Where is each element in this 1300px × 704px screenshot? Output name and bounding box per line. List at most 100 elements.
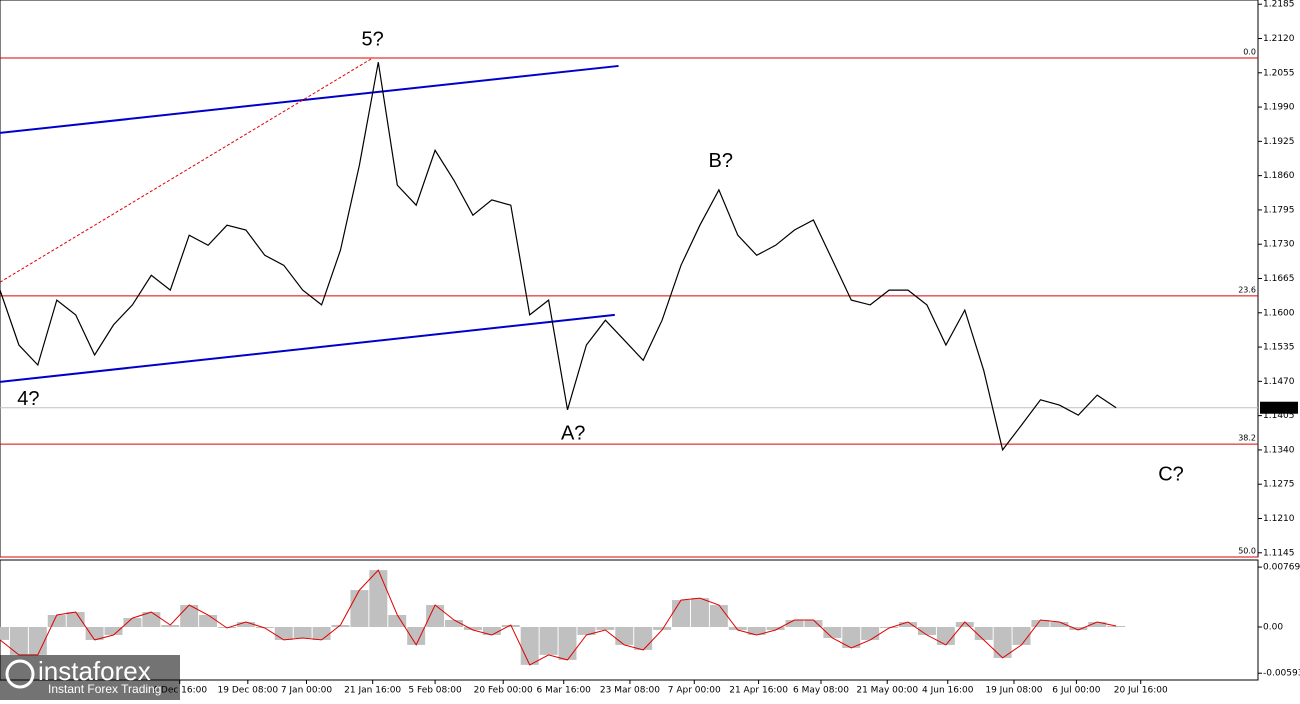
oscillator-bar: [842, 627, 861, 648]
oscillator-bar: [974, 627, 993, 640]
y-tick-label: 1.1210: [1263, 514, 1295, 524]
x-tick-label: 19 Jun 08:00: [985, 686, 1042, 696]
y-tick-label: 1.1925: [1263, 137, 1295, 147]
oscillator-bar: [407, 627, 426, 645]
oscillator-bar: [917, 627, 936, 635]
oscillator-bar: [9, 627, 28, 655]
oscillator-bar: [520, 627, 539, 665]
oscillator-bar: [85, 627, 104, 640]
oscillator-bar: [331, 624, 350, 628]
oscillator-bar: [539, 627, 558, 655]
price-panel: [0, 0, 1259, 558]
brand-tagline: Instant Forex Trading: [48, 682, 161, 696]
oscillator-bar: [899, 622, 918, 628]
x-tick-label: 7 Apr 00:00: [668, 686, 721, 696]
oscillator-bar: [104, 627, 123, 635]
oscillator-bar: [236, 622, 255, 628]
oscillator-bar: [274, 627, 293, 640]
oscillator-bar: [123, 618, 142, 628]
oscillator-bar: [445, 620, 464, 628]
x-tick-label: 20 Feb 00:00: [474, 686, 533, 696]
oscillator-bar: [766, 627, 785, 630]
oscillator-bar: [369, 570, 388, 628]
oscillator-bar: [709, 605, 728, 628]
y-tick-label: 1.1860: [1263, 171, 1295, 181]
oscillator-bar: [66, 612, 85, 628]
y-tick-label: 1.1665: [1263, 274, 1295, 284]
x-tick-label: 4 Jun 16:00: [922, 686, 974, 696]
oscillator-bar: [482, 627, 501, 635]
oscillator-bar: [180, 605, 199, 628]
oscillator-bar: [1031, 620, 1050, 628]
oscillator-bar: [199, 615, 218, 628]
y-tick-label: 1.1275: [1263, 480, 1295, 490]
oscillator-bar: [804, 620, 823, 628]
oscillator-bar: [0, 627, 9, 640]
logo-icon: [5, 659, 35, 689]
x-tick-label: 19 Dec 08:00: [218, 686, 279, 696]
x-tick-label: 21 Jan 16:00: [344, 686, 401, 696]
wave-label: 4?: [17, 388, 39, 410]
x-tick-label: 6 May 08:00: [793, 686, 849, 696]
oscillator-bar: [672, 600, 691, 628]
wave-label: B?: [709, 150, 733, 172]
oscillator-bar: [463, 627, 482, 630]
y-tick-label: 1.1990: [1263, 103, 1295, 113]
y-tick-label: 1.1730: [1263, 240, 1295, 250]
oscillator-bar: [1088, 622, 1107, 628]
y-tick-label: 1.2120: [1263, 34, 1295, 44]
oscillator-bar: [747, 627, 766, 635]
y-tick-label: 1.1405: [1263, 411, 1295, 421]
y-tick-label: 1.1470: [1263, 377, 1295, 387]
y-tick-label: 1.2055: [1263, 68, 1295, 78]
oscillator-bar: [690, 598, 709, 628]
oscillator-bar: [312, 627, 331, 640]
y-tick-label: 1.1145: [1263, 548, 1295, 558]
oscillator-bar: [142, 612, 161, 628]
x-tick-label: 6 Jul 00:00: [1052, 686, 1101, 696]
last-price-box: [1260, 401, 1298, 414]
y-tick-label: 0.00769: [1263, 563, 1300, 573]
oscillator-bar: [861, 627, 880, 640]
oscillator-bar: [823, 627, 842, 638]
x-tick-label: 23 Mar 08:00: [600, 686, 660, 696]
oscillator-bar: [955, 622, 974, 628]
oscillator-bar: [558, 627, 577, 660]
oscillator-bar: [1050, 622, 1069, 628]
trend-line: [0, 64, 619, 134]
oscillator-bar: [293, 627, 312, 638]
wave-label: 5?: [362, 28, 384, 50]
fib-level-label: 23.6: [1238, 285, 1256, 294]
logo: instaforex Instant Forex Trading: [0, 655, 180, 700]
oscillator-bar: [1012, 627, 1031, 645]
oscillator-bar: [161, 624, 180, 628]
oscillator-bar: [993, 627, 1012, 658]
last-price-label: 1.1420: [1263, 403, 1295, 413]
oscillator-bar: [615, 627, 634, 645]
signal-line: [0, 569, 1117, 666]
oscillator-bar: [28, 627, 47, 655]
x-tick-label: 21 Apr 16:00: [729, 686, 788, 696]
y-tick-label: 1.1535: [1263, 343, 1295, 353]
oscillator-bar: [728, 627, 747, 630]
trend-line: [0, 57, 373, 283]
oscillator-bar: [634, 627, 653, 650]
y-tick-label: 1.1600: [1263, 308, 1295, 318]
oscillator-bar: [1107, 626, 1126, 628]
x-tick-label: 5 Feb 08:00: [408, 686, 462, 696]
fib-level-label: 50.0: [1238, 547, 1256, 556]
trend-line: [0, 313, 615, 383]
fib-level-label: 38.2: [1238, 434, 1256, 443]
x-tick-label: 21 May 00:00: [856, 686, 918, 696]
x-tick-label: 20 Jul 16:00: [1114, 686, 1168, 696]
fib-level-label: 0.0: [1243, 48, 1256, 57]
oscillator-bar: [350, 590, 369, 628]
oscillator-bar: [47, 615, 66, 628]
oscillator-bar: [653, 627, 672, 630]
y-tick-label: -0.00593: [1263, 669, 1300, 679]
oscillator-bar: [426, 605, 445, 628]
oscillator-bar: [1069, 627, 1088, 630]
wave-label: A?: [561, 422, 585, 444]
